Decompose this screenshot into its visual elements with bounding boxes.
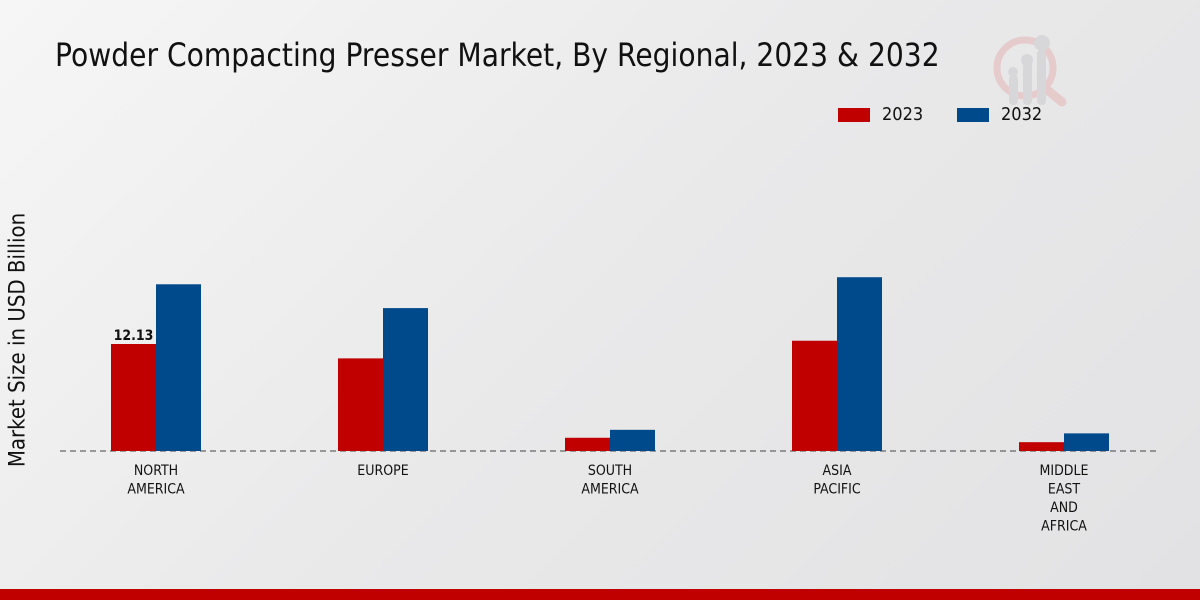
bar-2023-3 — [792, 340, 837, 451]
x-tick-label: MIDDLE EAST AND AFRICA — [1040, 463, 1089, 535]
footer-bar — [0, 589, 1200, 600]
legend-item-2023: 2023 — [838, 104, 923, 125]
bar-2032-3 — [837, 277, 882, 451]
bar-2023-1 — [338, 358, 383, 451]
bar-2023-2 — [565, 437, 610, 451]
bar-2032-0 — [156, 284, 201, 451]
bar-2032-2 — [610, 429, 655, 451]
legend-label: 2023 — [882, 104, 924, 125]
legend-swatch-2023 — [838, 107, 870, 122]
legend-swatch-2032 — [957, 107, 989, 122]
data-label: 12.13 — [114, 328, 154, 344]
legend-label: 2032 — [1001, 104, 1043, 125]
legend-item-2032: 2032 — [957, 104, 1042, 125]
x-tick-label: ASIA PACIFIC — [813, 463, 861, 498]
bar-2032-1 — [383, 308, 428, 451]
bar-2032-4 — [1064, 433, 1109, 451]
bar-2023-4 — [1019, 442, 1064, 451]
watermark-logo-icon — [993, 35, 1067, 107]
x-tick-label: EUROPE — [357, 463, 408, 479]
x-tick-label: NORTH AMERICA — [127, 463, 185, 498]
chart-title: Powder Compacting Presser Market, By Reg… — [55, 36, 940, 74]
x-tick-label: SOUTH AMERICA — [581, 463, 639, 498]
bar-2023-0 — [111, 344, 156, 451]
